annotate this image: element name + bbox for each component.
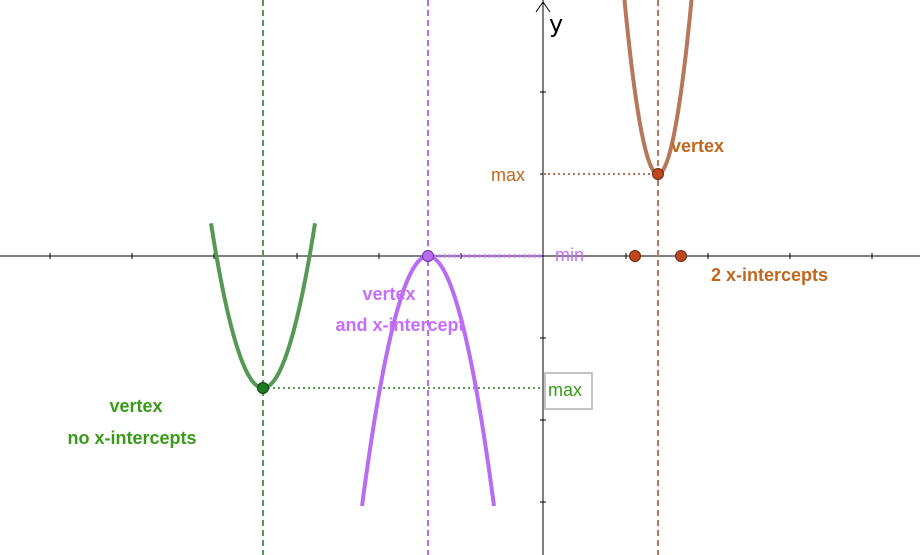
purple-vertex-point <box>422 250 434 262</box>
brown-right-intercept-point <box>675 250 687 262</box>
green-max-label: max <box>548 380 582 400</box>
brown-left-intercept-point <box>629 250 641 262</box>
y-axis-arrow <box>535 1 551 13</box>
green-max-box <box>544 372 593 410</box>
purple-x-intercept-label: and x-intercept <box>335 315 464 335</box>
green-no-intercepts-label: no x-intercepts <box>67 428 196 448</box>
green-vertex-label: vertex <box>109 396 162 416</box>
purple-vertex-label: vertex <box>362 284 415 304</box>
brown-vertex-point <box>652 168 664 180</box>
green-vertex-point <box>257 382 269 394</box>
y-axis-label: y <box>549 10 563 38</box>
brown-max-label: max <box>491 165 525 185</box>
brown-intercepts-label: 2 x-intercepts <box>711 265 828 285</box>
brown-vertex-label: vertex <box>671 136 724 156</box>
purple-min-label: min <box>555 245 584 265</box>
